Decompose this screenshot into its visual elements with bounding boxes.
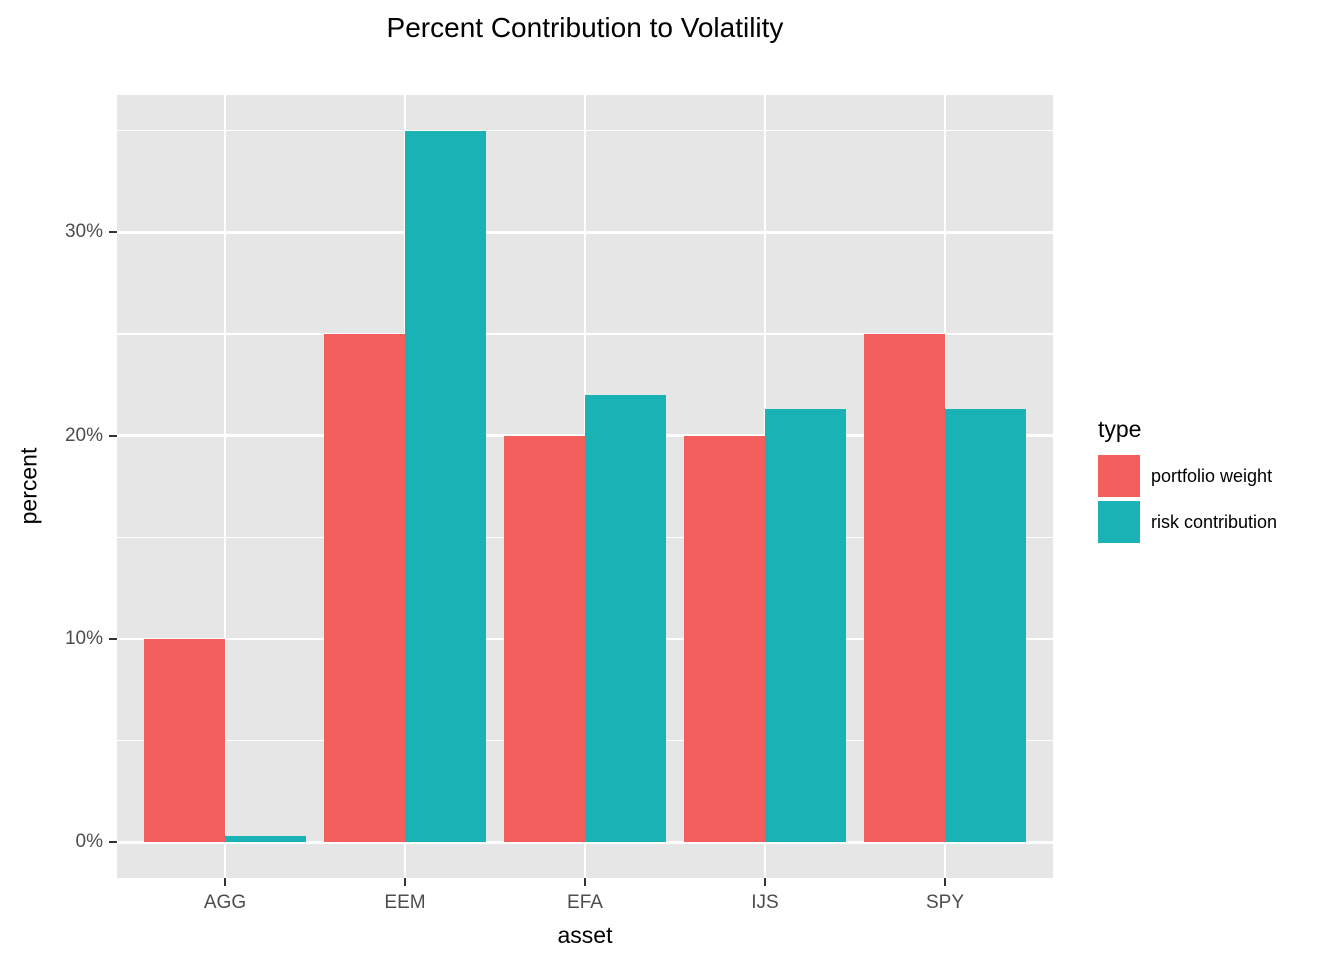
- bar-spy-portfolio-weight: [864, 333, 945, 843]
- bar-ijs-portfolio-weight: [684, 435, 765, 843]
- gridline-vertical-agg: [223, 95, 227, 878]
- bar-eem-risk-contribution: [405, 130, 486, 843]
- y-tick-label: 20%: [64, 424, 103, 446]
- x-tick-mark: [584, 878, 586, 886]
- legend-label: portfolio weight: [1151, 465, 1273, 486]
- x-tick-mark: [764, 878, 766, 886]
- legend-item-portfolio-weight: portfolio weight: [1098, 455, 1344, 497]
- y-tick-label: 30%: [64, 221, 103, 243]
- bar-spy-risk-contribution: [945, 409, 1026, 843]
- y-axis-title: percent: [15, 447, 42, 525]
- plot-panel: [117, 95, 1053, 878]
- bar-efa-risk-contribution: [585, 394, 666, 843]
- chart-title: Percent Contribution to Volatility: [386, 12, 784, 43]
- legend-swatch-portfolio-weight: [1098, 455, 1140, 497]
- legend-item-risk-contribution: risk contribution: [1098, 501, 1344, 543]
- y-tick-mark: [109, 638, 117, 641]
- legend-title: type: [1098, 416, 1142, 442]
- x-tick-mark: [224, 878, 226, 886]
- legend-swatch-risk-contribution: [1098, 501, 1140, 543]
- bar-agg-portfolio-weight: [144, 639, 225, 843]
- y-tick-mark: [109, 434, 117, 437]
- legend-items: portfolio weight risk contribution: [1098, 455, 1344, 543]
- bar-eem-portfolio-weight: [324, 333, 405, 843]
- y-tick-label: 10%: [64, 628, 103, 650]
- x-tick-label-spy: SPY: [925, 892, 965, 913]
- bar-efa-portfolio-weight: [504, 435, 585, 843]
- y-tick-label: 0%: [75, 831, 103, 853]
- x-tick-label-eem: EEM: [384, 892, 426, 913]
- legend: type portfolio weight risk contribution: [1098, 416, 1344, 547]
- bar-ijs-risk-contribution: [765, 409, 846, 843]
- x-axis-title: asset: [557, 922, 613, 948]
- x-tick-label-efa: EFA: [567, 892, 603, 913]
- x-tick-label-ijs: IJS: [751, 892, 779, 913]
- y-tick-mark: [109, 231, 117, 234]
- x-tick-mark: [404, 878, 406, 886]
- y-tick-mark: [109, 841, 117, 844]
- x-tick-label-agg: AGG: [203, 892, 247, 913]
- x-tick-mark: [944, 878, 946, 886]
- bar-agg-risk-contribution: [225, 836, 306, 843]
- legend-label: risk contribution: [1151, 511, 1278, 532]
